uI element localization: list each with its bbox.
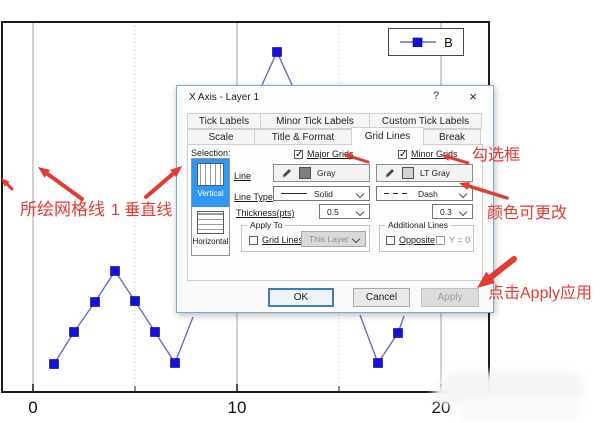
data-marker [170,358,180,368]
minor-line-type-value: Dash [418,188,438,199]
dash-line-icon [384,193,411,194]
checkbox-empty-icon [436,235,445,245]
chevron-down-icon [355,189,365,199]
minor-thickness-combo[interactable]: 0.3 [432,204,473,219]
selection-item-horizontal[interactable]: Horizontal [192,207,229,255]
tab-row-2: Scale Title & Format Grid Lines Break [187,127,483,146]
data-marker [373,358,383,368]
x-axis-dialog: X Axis - Layer 1 ? × Tick Labels Minor T… [176,85,494,313]
tab-grid-lines[interactable]: Grid Lines [351,127,424,146]
checkbox-check-icon: ✓ [398,148,408,160]
minor-color-name: LT Gray [420,168,450,178]
close-icon[interactable]: × [469,89,477,104]
cancel-button[interactable]: Cancel [353,288,410,307]
data-marker [150,327,160,337]
minor-line-color-button[interactable]: LT Gray [376,164,473,182]
major-color-swatch [299,167,311,179]
checkbox-empty-icon [386,235,395,245]
selection-listbox: Vertical Horizontal [191,158,230,256]
tab-title-format[interactable]: Title & Format [254,129,352,145]
data-marker [393,328,403,338]
data-line [261,50,293,86]
data-line [359,314,405,365]
grid-note: 所绘网格线 [20,200,105,219]
major-thickness-value: 0.5 [327,206,339,217]
selection-item-label: Horizontal [192,237,229,246]
data-marker [90,297,100,307]
thickness-label: Thickness(pts) [236,208,295,218]
chevron-down-icon [355,207,365,217]
apply-to-title: Apply To [247,220,286,230]
grid-lines-checkbox-label: Grid Lines [262,235,304,245]
opposite-checkbox[interactable]: Opposite [386,235,435,245]
pencil-icon [384,168,395,179]
apply-button[interactable]: Apply [421,288,479,307]
selection-item-vertical[interactable]: Vertical [192,159,229,207]
apply-note: 点击Apply应用 [488,285,593,302]
major-thickness-combo[interactable]: 0.5 [319,204,370,219]
major-line-color-button[interactable]: Gray [273,164,370,182]
selection-item-label: Vertical [197,189,224,198]
color-note: 颜色可更改 [487,205,568,222]
solid-line-icon [281,193,307,194]
additional-lines-group: Additional Lines Opposite Y = 0 [379,220,474,252]
major-grids-label: Major Grids [307,149,354,159]
data-line [53,269,194,365]
horizontal-grid-icon [197,211,224,234]
data-marker [110,266,120,276]
checkbox-empty-icon [249,235,258,245]
pencil-icon [281,168,292,179]
minor-grids-label: Minor Grids [411,149,458,159]
major-line-type-value: Solid [314,188,333,199]
chevron-down-icon [458,207,468,217]
chevron-down-icon [351,234,361,244]
ok-button[interactable]: OK [268,288,334,307]
minor-line-type-combo[interactable]: Dash [376,186,473,201]
x-tick-label: 0 [28,398,37,417]
data-marker [272,47,282,57]
help-icon[interactable]: ? [432,90,440,102]
minor-thickness-value: 0.3 [440,206,452,217]
tab-custom-tick-labels[interactable]: Custom Tick Labels [369,113,482,129]
major-line-type-combo[interactable]: Solid [273,186,370,201]
checkbox-check-icon: ✓ [294,148,304,160]
chevron-down-icon [458,189,468,199]
vertical-grid-icon [197,163,224,186]
y0-label: Y = 0 [449,235,471,245]
additional-lines-title: Additional Lines [385,220,452,230]
line-type-label: Line Type [234,192,273,202]
vertical-note: 1 垂直线 [111,202,173,219]
grid-lines-checkbox[interactable]: Grid Lines [249,235,303,245]
opposite-label: Opposite [399,235,436,245]
y0-checkbox[interactable]: Y = 0 [436,235,470,245]
checkbox-note: 勾选框 [472,147,521,164]
data-marker [69,327,79,337]
watermark-blur [458,398,580,422]
line-label: Line [234,171,252,181]
minor-grids-checkbox[interactable]: ✓ Minor Grids [398,149,458,159]
this-layer-combo: This Layer [301,231,366,247]
tab-tick-labels[interactable]: Tick Labels [187,113,261,129]
tab-row-1: Tick Labels Minor Tick Labels Custom Tic… [187,113,483,129]
dialog-title: X Axis - Layer 1 [189,92,260,103]
major-grids-checkbox[interactable]: ✓ Major Grids [294,149,354,159]
tab-scale[interactable]: Scale [187,129,255,145]
legend-box: B [388,28,464,56]
this-layer-value: This Layer [309,234,349,244]
data-marker [130,296,140,306]
legend-symbol-icon [400,37,437,47]
minor-color-swatch [402,167,414,179]
apply-to-group: Apply To Grid Lines This Layer [241,220,370,252]
selection-label: Selection: [191,148,231,158]
dialog-titlebar: X Axis - Layer 1 ? × [177,86,493,112]
data-marker [49,359,59,369]
x-tick-label: 10 [228,398,247,417]
legend-label: B [444,34,453,50]
major-color-name: Gray [317,168,336,178]
